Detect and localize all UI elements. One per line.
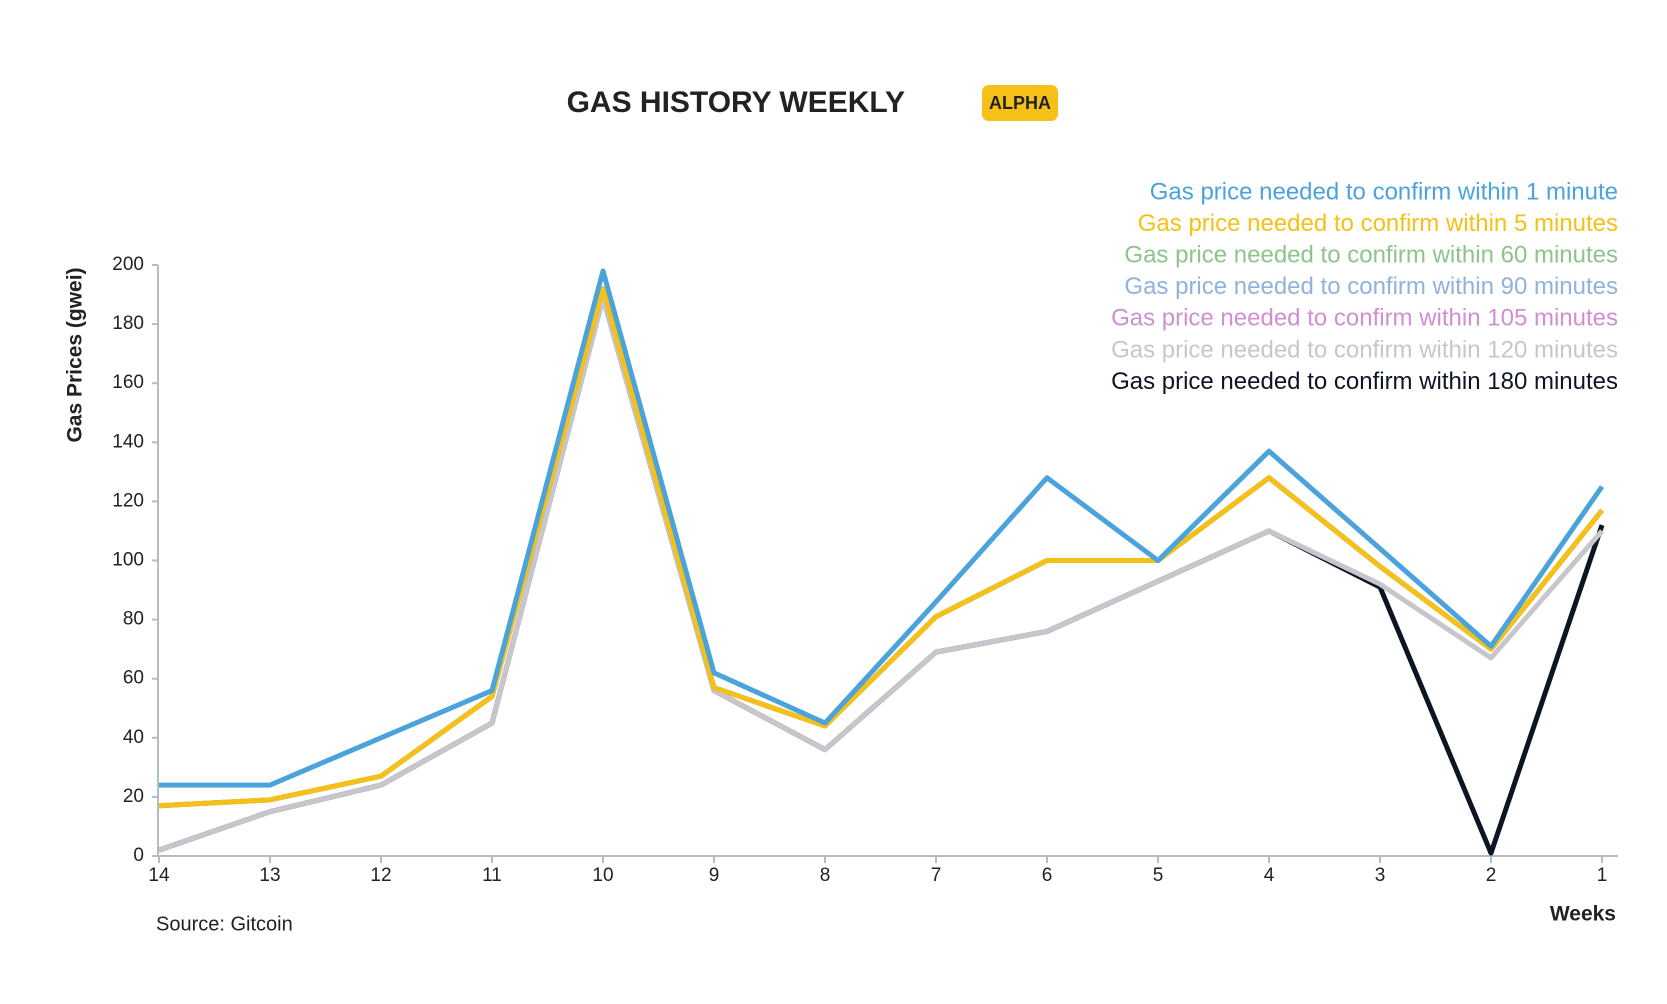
x-tick-label: 8 bbox=[820, 865, 831, 886]
series-line bbox=[158, 295, 1604, 853]
y-tick-label: 140 bbox=[112, 431, 144, 452]
y-tick-label: 0 bbox=[133, 845, 144, 866]
y-tick-label: 60 bbox=[123, 668, 144, 689]
x-tick-label: 4 bbox=[1264, 865, 1275, 886]
x-tick-label: 7 bbox=[931, 865, 942, 886]
y-tick-label: 100 bbox=[112, 550, 144, 571]
x-tick-label: 11 bbox=[482, 865, 502, 886]
x-tick-label: 6 bbox=[1042, 865, 1053, 886]
y-tick-label: 40 bbox=[123, 727, 144, 748]
x-tick-label: 5 bbox=[1153, 865, 1164, 886]
legend-entry: Gas price needed to confirm within 180 m… bbox=[1111, 368, 1618, 395]
x-tick-label: 1 bbox=[1597, 865, 1608, 886]
badge: ALPHA bbox=[989, 93, 1051, 113]
x-tick-label: 2 bbox=[1486, 865, 1497, 886]
chart-title: GAS HISTORY WEEKLY bbox=[567, 86, 905, 119]
y-tick-label: 160 bbox=[112, 372, 144, 393]
x-tick-label: 13 bbox=[259, 865, 280, 886]
legend-entry: Gas price needed to confirm within 120 m… bbox=[1111, 336, 1618, 363]
y-tick-label: 80 bbox=[123, 609, 144, 630]
y-tick-label: 120 bbox=[112, 490, 144, 511]
x-tick-label: 9 bbox=[709, 865, 720, 886]
legend-entry: Gas price needed to confirm within 1 min… bbox=[1150, 178, 1618, 205]
x-tick-label: 14 bbox=[148, 865, 170, 886]
series-line bbox=[159, 268, 1605, 788]
legend-entry: Gas price needed to confirm within 105 m… bbox=[1111, 305, 1618, 332]
x-tick-label: 10 bbox=[592, 865, 613, 886]
y-axis-label: Gas Prices (gwei) bbox=[64, 267, 87, 442]
series-line bbox=[158, 286, 1604, 809]
source: Source: Gitcoin bbox=[156, 913, 293, 935]
x-axis-label: Weeks bbox=[1550, 903, 1616, 926]
y-tick-label: 20 bbox=[123, 786, 144, 807]
y-tick-label: 180 bbox=[112, 313, 144, 334]
legend-entry: Gas price needed to confirm within 5 min… bbox=[1138, 210, 1618, 237]
series-line bbox=[158, 286, 1604, 809]
series-line bbox=[158, 286, 1604, 809]
series-line bbox=[158, 286, 1604, 809]
legend-entry: Gas price needed to confirm within 90 mi… bbox=[1124, 273, 1618, 300]
x-tick-label: 3 bbox=[1375, 865, 1386, 886]
legend-entry: Gas price needed to confirm within 60 mi… bbox=[1124, 242, 1618, 269]
x-tick-label: 12 bbox=[370, 865, 391, 886]
y-tick-label: 200 bbox=[112, 254, 144, 275]
badge-bg bbox=[982, 85, 1058, 121]
